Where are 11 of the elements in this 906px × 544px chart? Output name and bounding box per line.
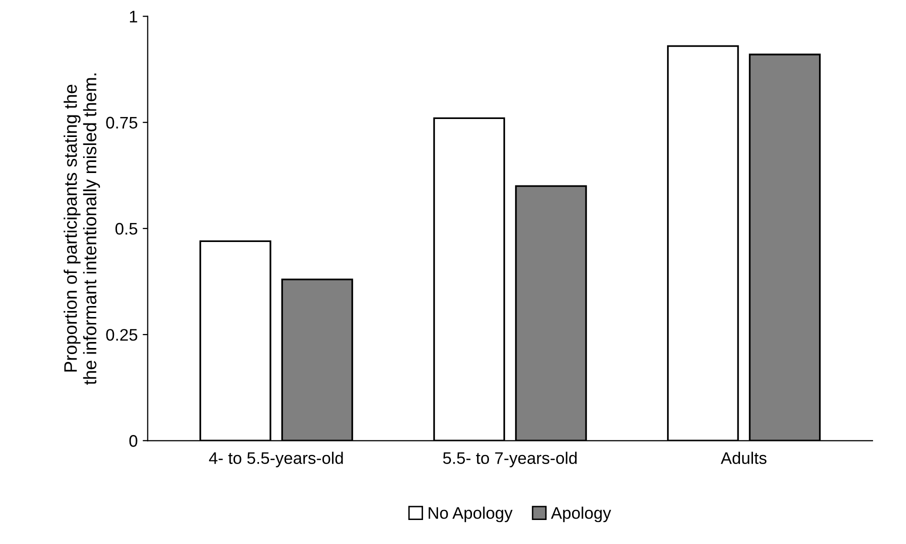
x-tick-label: 4- to 5.5-years-old: [209, 452, 343, 468]
y-tick-label: 0.75: [106, 116, 138, 129]
y-axis-title: Proportion of participants stating the the informant intentionally misled them.: [64, 74, 100, 385]
x-tick-label: 5.5- to 7-years-old: [443, 452, 577, 468]
legend-label: No Apology: [428, 506, 513, 522]
legend-label: Apology: [550, 506, 612, 522]
y-tick-label: 1: [130, 10, 138, 22]
y-tick-label: 0.5: [115, 222, 138, 235]
x-tick-label: Adults: [720, 452, 766, 464]
y-tick-label: 0.25: [106, 328, 138, 341]
y-tick-label: 0: [129, 435, 138, 447]
